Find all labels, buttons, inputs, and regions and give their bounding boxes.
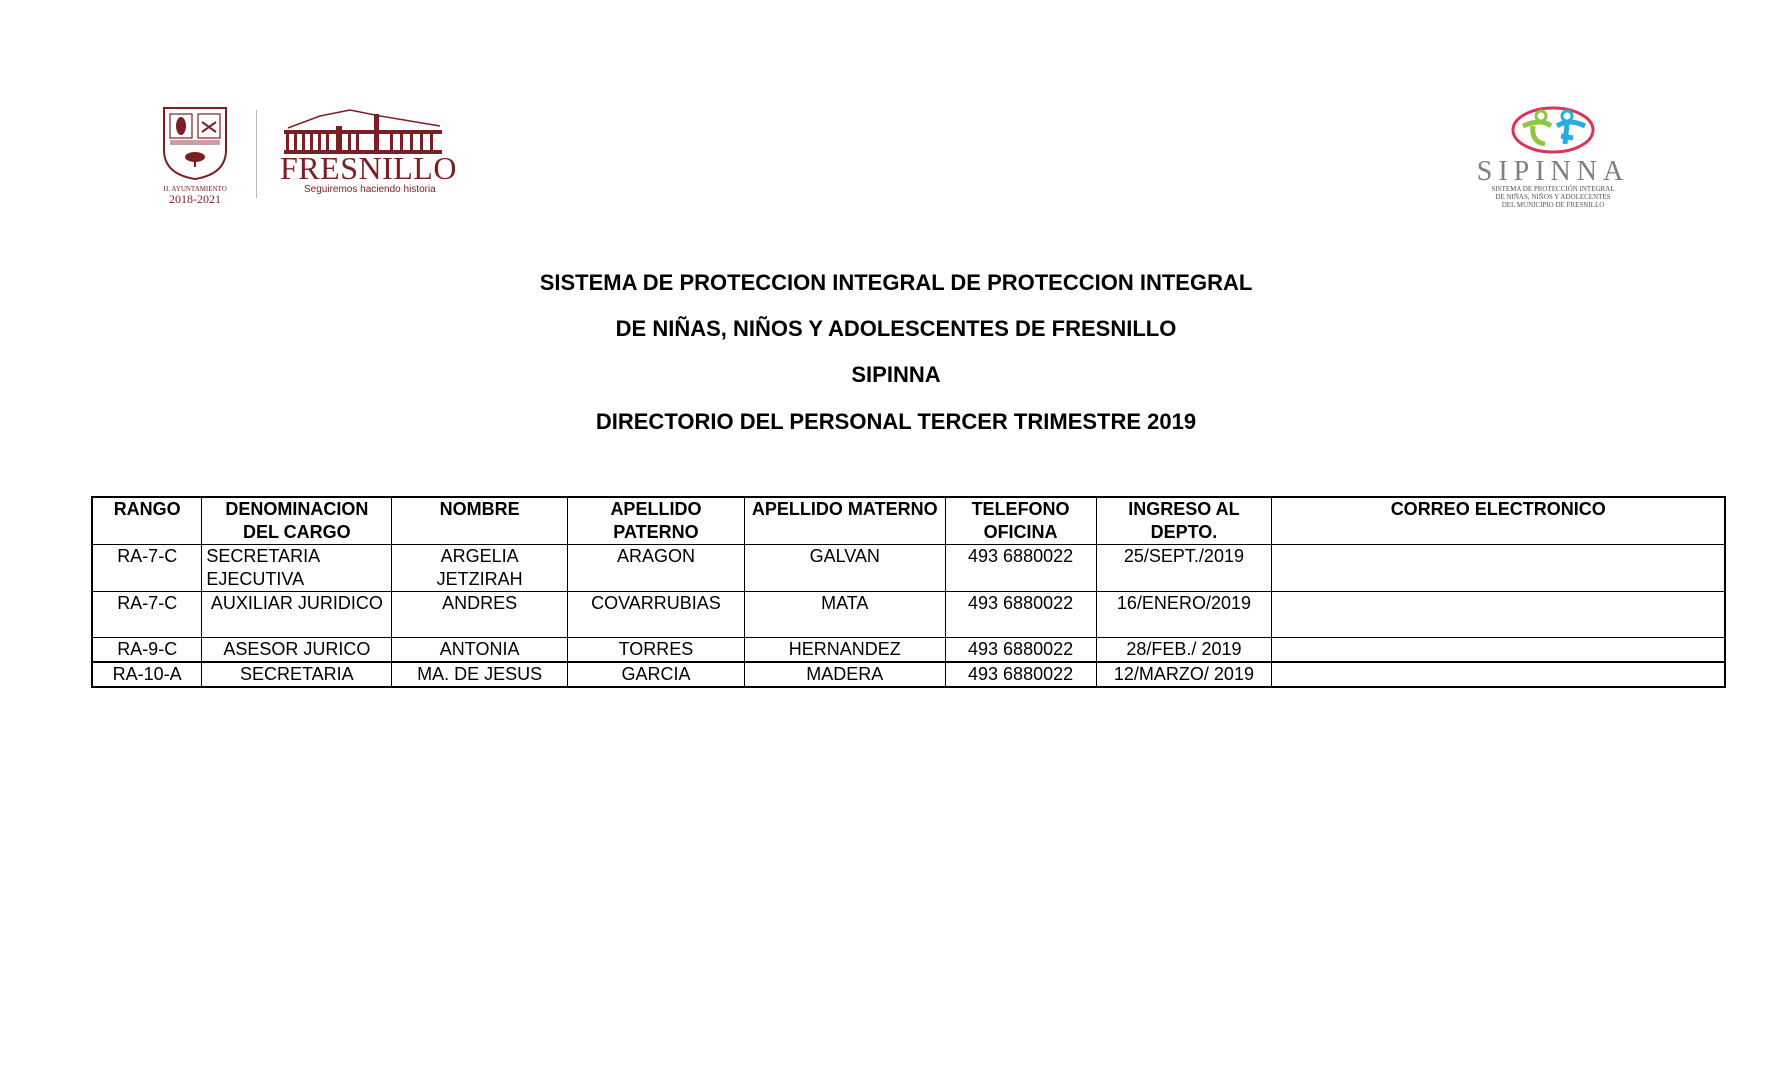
sipinna-subtitle-3: DEL MUNICIPIO DE FRESNILLO <box>1501 201 1605 209</box>
header-nombre: NOMBRE <box>391 496 569 545</box>
cell-telefono: 493 6880022 <box>944 661 1097 688</box>
cell-correo <box>1271 591 1726 638</box>
sipinna-subtitle-1: SISTEMA DE PROTECCIÓN INTEGRAL <box>1491 185 1615 193</box>
cell-ingreso: 25/SEPT./2019 <box>1095 544 1273 592</box>
ayuntamiento-seal-logo: H. AYUNTAMIENTO 2018-2021 <box>158 104 232 206</box>
cell-denominacion: AUXILIAR JURIDICO <box>201 591 393 638</box>
sipinna-wordmark: SIPINNA <box>1476 156 1630 187</box>
cell-denominacion: SECRETARIA <box>201 661 393 688</box>
ayuntamiento-years: 2018-2021 <box>169 192 221 206</box>
cell-correo <box>1271 661 1726 688</box>
cell-nombre: ANDRES <box>391 591 569 638</box>
staff-directory-table: RANGO DENOMINACION DEL CARGO NOMBRE APEL… <box>91 496 1726 688</box>
cell-apellido-materno: HERNANDEZ <box>743 637 946 663</box>
ayuntamiento-label: H. AYUNTAMIENTO <box>163 185 227 193</box>
cell-correo <box>1271 637 1726 663</box>
cell-ingreso: 28/FEB./ 2019 <box>1095 637 1273 663</box>
header-telefono: TELEFONO OFICINA <box>944 496 1097 545</box>
cell-apellido-paterno: TORRES <box>567 637 745 663</box>
table-row: RA-9-C ASESOR JURICO ANTONIA TORRES HERN… <box>91 637 1726 663</box>
cell-denominacion: ASESOR JURICO <box>201 637 393 663</box>
cell-denominacion: SECRETARIA EJECUTIVA <box>201 544 393 592</box>
title-line-2: DE NIÑAS, NIÑOS Y ADOLESCENTES DE FRESNI… <box>615 316 1177 341</box>
cell-apellido-materno: MADERA <box>743 661 946 688</box>
title-line-4: DIRECTORIO DEL PERSONAL TERCER TRIMESTRE… <box>595 409 1197 434</box>
cell-apellido-materno: GALVAN <box>743 544 946 592</box>
header-ingreso: INGRESO AL DEPTO. <box>1095 496 1273 545</box>
cell-apellido-paterno: GARCIA <box>567 661 745 688</box>
sipinna-logo: SIPINNA SISTEMA DE PROTECCIÓN INTEGRAL D… <box>1450 104 1656 209</box>
cell-telefono: 493 6880022 <box>944 544 1097 592</box>
table-header-row: RANGO DENOMINACION DEL CARGO NOMBRE APEL… <box>91 496 1726 545</box>
cell-telefono: 493 6880022 <box>944 591 1097 638</box>
fresnillo-slogan: Seguiremos haciendo historia <box>304 184 436 195</box>
title-line-1: SISTEMA DE PROTECCION INTEGRAL DE PROTEC… <box>539 270 1253 295</box>
cell-telefono: 493 6880022 <box>944 637 1097 663</box>
fresnillo-logo: FRESNILLO Seguiremos haciendo historia <box>280 108 456 196</box>
header-apellido-paterno: APELLIDO PATERNO <box>567 496 745 545</box>
table-row: RA-7-C AUXILIAR JURIDICO ANDRES COVARRUB… <box>91 591 1726 638</box>
cell-rango: RA-7-C <box>91 544 203 592</box>
header-apellido-materno: APELLIDO MATERNO <box>743 496 946 545</box>
logo-divider <box>256 110 257 198</box>
header-correo: CORREO ELECTRONICO <box>1271 496 1726 545</box>
sipinna-subtitle-2: DE NIÑAS, NIÑOS Y ADOLECENTES <box>1495 193 1611 201</box>
cell-nombre: ARGELIA JETZIRAH <box>391 544 569 592</box>
header-denominacion: DENOMINACION DEL CARGO <box>201 496 393 545</box>
cell-apellido-materno: MATA <box>743 591 946 638</box>
cell-ingreso: 16/ENERO/2019 <box>1095 591 1273 638</box>
cell-correo <box>1271 544 1726 592</box>
cell-rango: RA-7-C <box>91 591 203 638</box>
cell-apellido-paterno: COVARRUBIAS <box>567 591 745 638</box>
cell-ingreso: 12/MARZO/ 2019 <box>1095 661 1273 688</box>
cell-nombre: MA. DE JESUS <box>391 661 569 688</box>
fresnillo-wordmark: FRESNILLO <box>280 150 457 186</box>
title-line-3: SIPINNA <box>851 362 941 387</box>
header-rango: RANGO <box>91 496 203 545</box>
cell-rango: RA-9-C <box>91 637 203 663</box>
table-row: RA-10-A SECRETARIA MA. DE JESUS GARCIA M… <box>91 661 1726 688</box>
cell-apellido-paterno: ARAGON <box>567 544 745 592</box>
table-row: RA-7-C SECRETARIA EJECUTIVA ARGELIA JETZ… <box>91 544 1726 592</box>
cell-nombre: ANTONIA <box>391 637 569 663</box>
cell-rango: RA-10-A <box>91 661 203 688</box>
